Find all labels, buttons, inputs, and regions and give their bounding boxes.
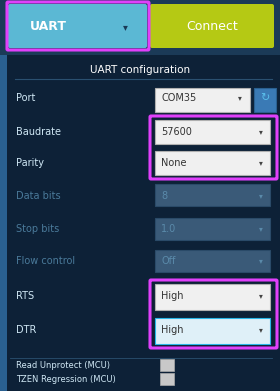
Text: ▾: ▾ — [238, 93, 242, 102]
Text: ▾: ▾ — [259, 192, 263, 201]
Text: Parity: Parity — [16, 158, 44, 168]
Bar — [155, 151, 270, 175]
Text: Baudrate: Baudrate — [16, 127, 61, 137]
Text: UART: UART — [30, 20, 67, 34]
Text: Read Unprotect (MCU): Read Unprotect (MCU) — [16, 362, 110, 371]
FancyBboxPatch shape — [150, 4, 274, 48]
Text: Flow control: Flow control — [16, 256, 75, 266]
Bar — [0, 0, 280, 55]
Bar — [7, 55, 280, 391]
Bar — [155, 88, 250, 112]
Text: Off: Off — [161, 256, 175, 266]
FancyBboxPatch shape — [8, 4, 147, 48]
Text: TZEN Regression (MCU): TZEN Regression (MCU) — [16, 375, 116, 384]
Text: 57600: 57600 — [161, 127, 192, 137]
Text: High: High — [161, 325, 183, 335]
Text: Stop bits: Stop bits — [16, 224, 59, 234]
Bar — [155, 120, 270, 144]
Bar — [155, 218, 270, 240]
Text: ▾: ▾ — [259, 325, 263, 334]
Text: ▾: ▾ — [259, 256, 263, 265]
Text: ▾: ▾ — [259, 224, 263, 233]
Text: ▾: ▾ — [259, 127, 263, 136]
Text: None: None — [161, 158, 186, 168]
Text: ↻: ↻ — [260, 93, 270, 103]
Bar — [160, 373, 174, 385]
Bar — [160, 359, 174, 371]
Bar — [0, 0, 7, 391]
Bar — [155, 284, 270, 310]
Text: High: High — [161, 291, 183, 301]
Bar — [155, 318, 270, 344]
Text: ▾: ▾ — [123, 22, 127, 32]
Text: 1.0: 1.0 — [161, 224, 176, 234]
Text: COM35: COM35 — [161, 93, 196, 103]
Text: Connect: Connect — [186, 20, 238, 34]
Bar — [155, 250, 270, 272]
Text: Data bits: Data bits — [16, 191, 61, 201]
Text: DTR: DTR — [16, 325, 36, 335]
Text: ▾: ▾ — [259, 292, 263, 301]
Text: 8: 8 — [161, 191, 167, 201]
Text: RTS: RTS — [16, 291, 34, 301]
Bar — [155, 184, 270, 206]
Text: UART configuration: UART configuration — [90, 65, 190, 75]
Text: ▾: ▾ — [259, 158, 263, 167]
Text: Port: Port — [16, 93, 35, 103]
Bar — [254, 88, 276, 112]
